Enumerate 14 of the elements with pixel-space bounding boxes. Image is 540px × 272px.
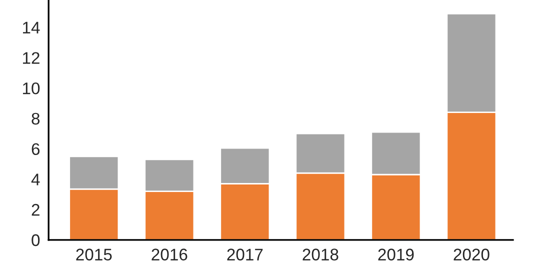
y-tick-label: 2 [32, 204, 40, 216]
x-tick-label: 2015 [76, 248, 112, 260]
x-tick-label: 2016 [152, 248, 188, 260]
y-tick-label: 8 [32, 112, 40, 125]
x-tick-label: 2020 [454, 248, 490, 260]
y-tick-label: 10 [23, 82, 40, 94]
y-tick-label: 6 [32, 143, 40, 156]
x-tick-label: 2019 [378, 248, 414, 260]
y-tick-label: 0 [32, 234, 40, 246]
y-tick-label: 12 [23, 52, 40, 64]
y-tick-label: 14 [23, 22, 40, 34]
x-tick-label: 2018 [302, 248, 338, 260]
y-tick-label: 4 [31, 174, 40, 186]
x-tick-label: 2017 [227, 248, 263, 260]
